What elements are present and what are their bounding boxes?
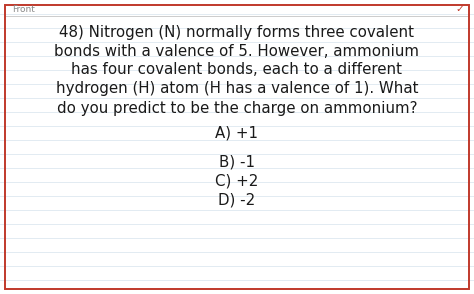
Text: Front: Front [12,4,35,14]
Text: C) +2: C) +2 [215,173,259,188]
Text: do you predict to be the charge on ammonium?: do you predict to be the charge on ammon… [57,101,417,116]
Text: 48) Nitrogen (N) normally forms three covalent: 48) Nitrogen (N) normally forms three co… [60,24,414,39]
Text: bonds with a valence of 5. However, ammonium: bonds with a valence of 5. However, ammo… [55,44,419,59]
Text: has four covalent bonds, each to a different: has four covalent bonds, each to a diffe… [72,63,402,78]
Text: B) -1: B) -1 [219,155,255,170]
Text: ✓: ✓ [455,4,464,14]
Text: hydrogen (H) atom (H has a valence of 1). What: hydrogen (H) atom (H has a valence of 1)… [56,81,418,96]
Text: A) +1: A) +1 [216,126,258,141]
Text: D) -2: D) -2 [219,193,255,208]
